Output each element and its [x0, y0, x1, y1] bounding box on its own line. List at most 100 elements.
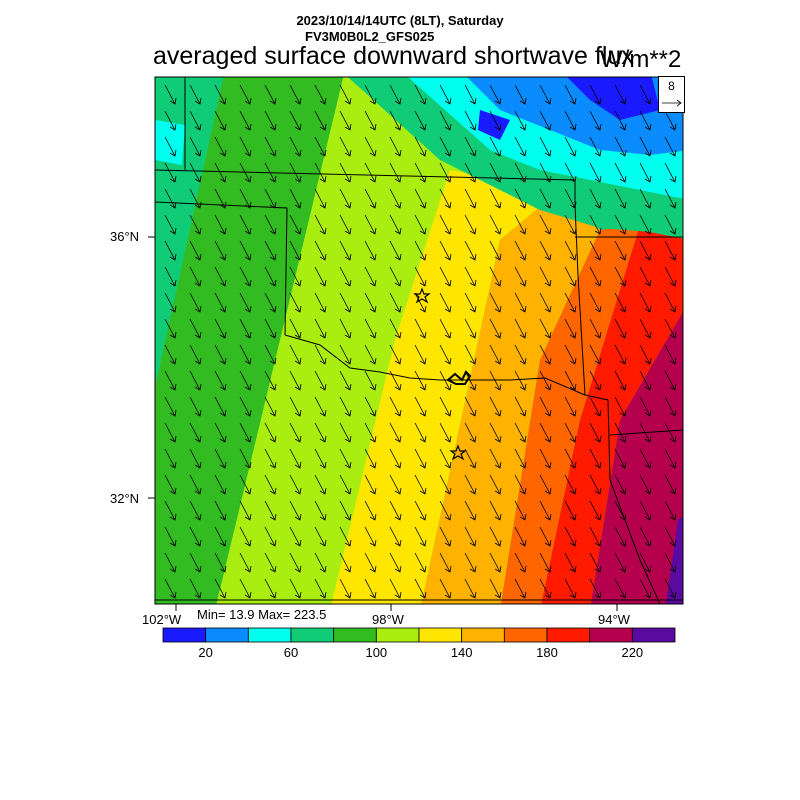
- wind-arrow-icon: [339, 240, 352, 261]
- vector-reference-value: 8: [668, 79, 675, 93]
- wind-arrow-icon: [664, 578, 677, 599]
- wind-arrow-icon: [464, 474, 477, 495]
- wind-arrow-icon: [189, 396, 202, 417]
- wind-arrow-icon: [314, 318, 327, 339]
- wind-arrow-icon: [464, 448, 477, 469]
- wind-arrow-icon: [514, 396, 527, 417]
- wind-arrow-icon: [415, 605, 426, 624]
- wind-arrow-icon: [564, 422, 577, 443]
- wind-arrow-icon: [314, 526, 327, 547]
- wind-arrow-icon: [614, 162, 627, 183]
- wind-arrow-icon: [515, 605, 526, 624]
- wind-arrow-icon: [489, 84, 502, 105]
- wind-arrow-icon: [639, 526, 652, 547]
- wind-arrow-icon: [514, 526, 527, 547]
- wind-arrow-icon: [239, 136, 252, 157]
- wind-arrow-icon: [164, 240, 177, 261]
- wind-arrow-icon: [589, 84, 602, 105]
- wind-arrow-icon: [214, 266, 227, 287]
- wind-arrow-icon: [364, 162, 377, 183]
- wind-arrow-icon: [564, 162, 577, 183]
- wind-arrow-icon: [364, 292, 377, 313]
- wind-arrow-icon: [639, 422, 652, 443]
- wind-arrow-icon: [589, 136, 602, 157]
- wind-arrow-icon: [339, 474, 352, 495]
- lat-label-36n: 36°N: [110, 229, 140, 244]
- wind-arrow-icon: [464, 318, 477, 339]
- wind-arrow-icon: [589, 110, 602, 131]
- wind-arrow-icon: [564, 578, 577, 599]
- wind-arrow-icon: [214, 292, 227, 313]
- wind-arrow-icon: [514, 422, 527, 443]
- wind-arrow-icon: [314, 136, 327, 157]
- wind-arrow-icon: [414, 578, 427, 599]
- wind-arrow-icon: [639, 292, 652, 313]
- wind-arrow-icon: [664, 448, 677, 469]
- wind-arrow-icon: [464, 136, 477, 157]
- wind-arrow-icon: [514, 474, 527, 495]
- wind-arrow-icon: [264, 578, 277, 599]
- wind-arrow-icon: [439, 396, 452, 417]
- wind-arrow-icon: [539, 552, 552, 573]
- wind-arrow-icon: [614, 318, 627, 339]
- wind-arrow-icon: [614, 552, 627, 573]
- wind-arrow-icon: [514, 344, 527, 365]
- wind-arrow-icon: [389, 500, 402, 521]
- wind-arrow-icon: [339, 318, 352, 339]
- wind-arrow-icon: [264, 292, 277, 313]
- wind-arrow-icon: [289, 214, 302, 235]
- wind-arrow-icon: [364, 240, 377, 261]
- wind-arrow-icon: [189, 422, 202, 443]
- wind-arrow-icon: [564, 526, 577, 547]
- wind-arrow-icon: [514, 370, 527, 391]
- wind-arrow-icon: [364, 110, 377, 131]
- city-markers: [413, 287, 467, 461]
- wind-arrow-icon: [264, 500, 277, 521]
- model-name: FV3M0B0L2_GFS025: [305, 29, 435, 44]
- wind-arrow-icon: [264, 110, 277, 131]
- wind-arrow-icon: [640, 605, 651, 624]
- wind-arrow-icon: [364, 474, 377, 495]
- wind-arrow-icon: [164, 370, 177, 391]
- lon-label-102w: 102°W: [142, 612, 182, 627]
- wind-arrow-icon: [339, 552, 352, 573]
- wind-arrow-icon: [439, 136, 452, 157]
- wind-arrow-icon: [164, 552, 177, 573]
- wind-arrow-icon: [289, 162, 302, 183]
- wind-arrow-icon: [264, 344, 277, 365]
- wind-arrow-icon: [614, 188, 627, 209]
- wind-arrow-icon: [664, 136, 677, 157]
- wind-arrow-icon: [439, 552, 452, 573]
- wind-arrow-icon: [239, 526, 252, 547]
- wind-arrow-icon: [614, 500, 627, 521]
- wind-arrow-icon: [339, 500, 352, 521]
- wind-arrow-icon: [639, 318, 652, 339]
- wind-arrow-icon: [639, 578, 652, 599]
- wind-arrow-icon: [164, 474, 177, 495]
- wind-arrow-icon: [214, 162, 227, 183]
- wind-arrow-icon: [314, 422, 327, 443]
- colorbar-swatch: [631, 627, 676, 643]
- wind-arrow-icon: [464, 214, 477, 235]
- wind-arrow-icon: [314, 552, 327, 573]
- wind-arrow-icon: [439, 188, 452, 209]
- wind-arrow-icon: [664, 370, 677, 391]
- wind-arrow-icon: [389, 162, 402, 183]
- wind-arrow-icon: [539, 396, 552, 417]
- wind-arrow-icon: [414, 162, 427, 183]
- wind-arrow-icon: [514, 318, 527, 339]
- wind-arrow-icon: [364, 188, 377, 209]
- wind-arrow-icon: [464, 162, 477, 183]
- wind-arrow-icon: [364, 396, 377, 417]
- wind-arrow-icon: [214, 318, 227, 339]
- wind-arrow-icon: [539, 110, 552, 131]
- wind-arrow-icon: [164, 318, 177, 339]
- wind-arrow-icon: [539, 526, 552, 547]
- wind-arrow-icon: [664, 344, 677, 365]
- wind-arrow-icon: [414, 370, 427, 391]
- wind-arrow-icon: [664, 266, 677, 287]
- wind-arrow-icon: [289, 526, 302, 547]
- wind-arrow-icon: [289, 500, 302, 521]
- wind-arrow-icon: [214, 500, 227, 521]
- wind-arrow-icon: [589, 318, 602, 339]
